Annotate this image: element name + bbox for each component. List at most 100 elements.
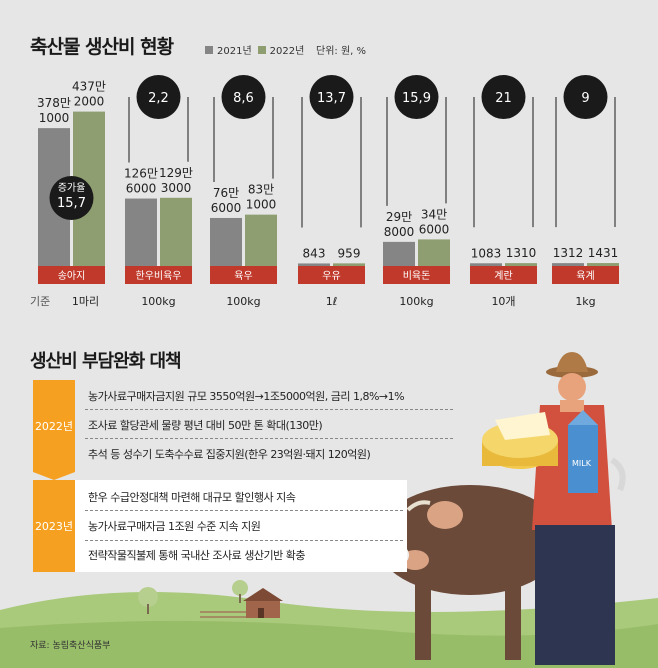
data-label: 6000 <box>419 222 450 236</box>
legend: 2021년 2022년 <box>205 42 304 57</box>
barn-icon <box>243 588 283 618</box>
category-label: 육계 <box>576 270 594 282</box>
farmer-illustration: MILK <box>482 352 626 665</box>
data-label: 1000 <box>39 111 70 125</box>
increase-rate-circle <box>136 75 181 119</box>
bar-2022 <box>245 214 277 266</box>
basis-value: 100kg <box>226 295 260 308</box>
data-label: 3000 <box>161 181 192 195</box>
data-label: 8000 <box>384 225 415 239</box>
category-label-bg <box>125 266 192 284</box>
data-label: 1431 <box>588 246 619 260</box>
data-label: 1310 <box>506 246 537 260</box>
year-label-2023: 2023년 <box>34 520 74 533</box>
year-arrow <box>33 472 75 480</box>
year-box-2022: 2022년 <box>33 380 75 472</box>
data-label: 83만 <box>248 183 274 197</box>
data-label: 1312 <box>553 246 584 260</box>
data-label: 6000 <box>126 182 157 196</box>
increase-rate-value: 21 <box>495 91 512 106</box>
basis-value: 1ℓ <box>326 295 338 308</box>
increase-rate-value: 9 <box>581 91 589 106</box>
increase-rate-value: 2,2 <box>148 91 169 106</box>
bar-2022 <box>418 239 450 266</box>
increase-rate-circle <box>481 75 526 119</box>
year-box-2023: 2023년 <box>33 480 75 572</box>
data-label: 2000 <box>74 95 105 109</box>
data-label: 843 <box>303 246 326 260</box>
legend-swatch-2022 <box>257 45 266 54</box>
increase-rate-circle <box>309 75 354 119</box>
basis-value: 10개 <box>491 295 515 308</box>
category-label: 한우비육우 <box>136 270 182 282</box>
chart-layer: 378만1000437만2000증가율15,7송아지1마리126만6000129… <box>30 75 619 308</box>
bar-2022 <box>333 263 365 266</box>
category-label-bg <box>552 266 619 284</box>
category-label: 육우 <box>234 270 252 282</box>
data-label: 1083 <box>471 246 502 260</box>
bar-2022 <box>160 197 192 266</box>
category-label: 송아지 <box>58 270 86 282</box>
data-label: 126만 <box>124 167 158 181</box>
category-label: 우유 <box>322 270 340 282</box>
basis-value: 1마리 <box>72 295 99 308</box>
policy-item: 조사료 할당관세 물량 평년 대비 50만 톤 확대(130만) <box>88 419 323 432</box>
unit-note: 단위: 원, % <box>316 46 367 57</box>
legend-label-2022: 2022년 <box>269 46 305 57</box>
divider <box>85 510 403 511</box>
fence <box>200 611 246 618</box>
policy-title: 생산비 부담완화 대책 <box>30 351 182 372</box>
data-label: 1000 <box>246 198 277 212</box>
tree-icon <box>232 580 248 603</box>
increase-rate-value: 15,7 <box>57 196 86 211</box>
increase-rate-value: 13,7 <box>317 91 346 106</box>
data-label: 6000 <box>211 201 242 215</box>
divider <box>85 438 453 439</box>
policy-group-2022: 2022년 농가사료구매자금지원 규모 3550억원→1조5000억원, 금리 … <box>33 380 453 472</box>
policy-item: 농가사료구매자금 1조원 수준 지속 지원 <box>88 520 261 533</box>
increase-rate-circle <box>221 75 266 119</box>
data-label: 378만 <box>37 96 71 110</box>
basis-label: 기준 <box>30 295 50 308</box>
policy-panel: 2022년 농가사료구매자금지원 규모 3550억원→1조5000억원, 금리 … <box>33 380 453 575</box>
divider <box>85 409 453 410</box>
category-label-bg <box>210 266 277 284</box>
bar-2021 <box>210 217 242 266</box>
basis-value: 100kg <box>399 295 433 308</box>
category-label-bg <box>38 266 105 284</box>
background-illustration: MILK <box>0 352 658 668</box>
category-label-bg <box>298 266 365 284</box>
bar-2021 <box>298 263 330 266</box>
category-label: 계란 <box>494 270 512 282</box>
data-label: 76만 <box>213 186 239 200</box>
bar-2022 <box>505 263 537 266</box>
data-label: 34만 <box>421 207 447 221</box>
policy-item: 전략작물직불제 통해 국내산 조사료 생산기반 확충 <box>88 549 306 562</box>
data-label: 29만 <box>386 210 412 224</box>
bar-2021 <box>125 198 157 266</box>
bar-2021 <box>470 263 502 266</box>
legend-label-2021: 2021년 <box>217 46 252 57</box>
legend-swatch-2021 <box>205 45 213 54</box>
increase-rate-circle <box>563 75 608 119</box>
tree-icon <box>138 587 158 614</box>
increase-rate-value: 15,9 <box>402 91 431 106</box>
bar-2021 <box>383 241 415 266</box>
policy-item: 한우 수급안정대책 마련해 대규모 할인행사 지속 <box>88 491 296 504</box>
increase-rate-circle <box>49 176 94 220</box>
source-note: 자료: 농림축산식품부 <box>30 641 111 651</box>
policy-group-2023: 2023년 한우 수급안정대책 마련해 대규모 할인행사 지속 농가사료구매자금… <box>33 480 407 572</box>
chart-title: 축산물 생산비 현황 <box>30 36 174 58</box>
data-label: 959 <box>338 246 361 260</box>
policy-item: 추석 등 성수기 도축수수료 집중지원(한우 23억원·돼지 120억원) <box>88 448 371 461</box>
category-label-bg <box>383 266 450 284</box>
data-label: 437만 <box>72 80 106 94</box>
category-label-bg <box>470 266 537 284</box>
year-label-2022: 2022년 <box>34 420 74 433</box>
data-label: 129만 <box>159 166 193 180</box>
increase-rate-label: 증가율 <box>58 182 86 194</box>
divider <box>85 540 403 541</box>
policy-item: 농가사료구매자금지원 규모 3550억원→1조5000억원, 금리 1,8%→1… <box>88 390 405 403</box>
